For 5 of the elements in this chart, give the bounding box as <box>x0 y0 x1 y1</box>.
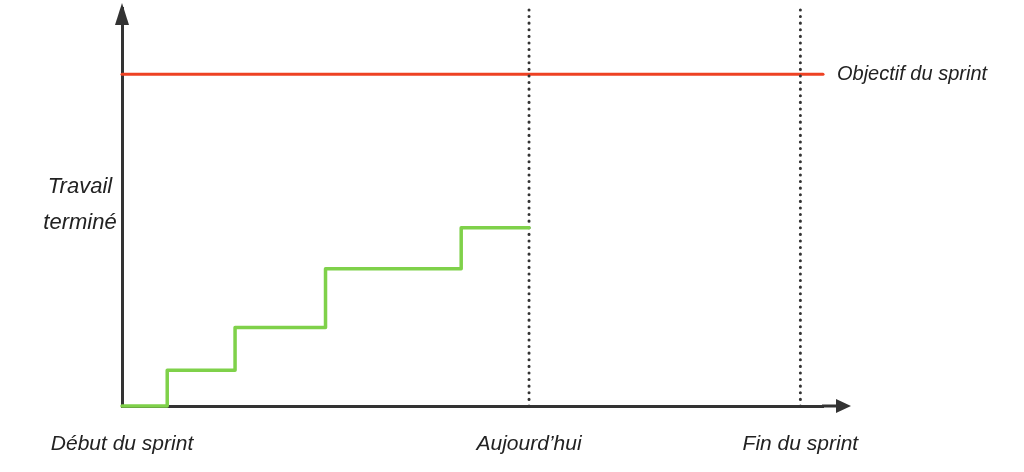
x-tick-label: Aujourd’hui <box>474 431 583 455</box>
ref-line-label: Objectif du sprint <box>837 61 989 84</box>
y-axis-title: Travail terminé <box>42 172 118 236</box>
x-tick-label: Début du sprint <box>50 431 195 455</box>
x-tick-label: Fin du sprint <box>742 431 860 455</box>
